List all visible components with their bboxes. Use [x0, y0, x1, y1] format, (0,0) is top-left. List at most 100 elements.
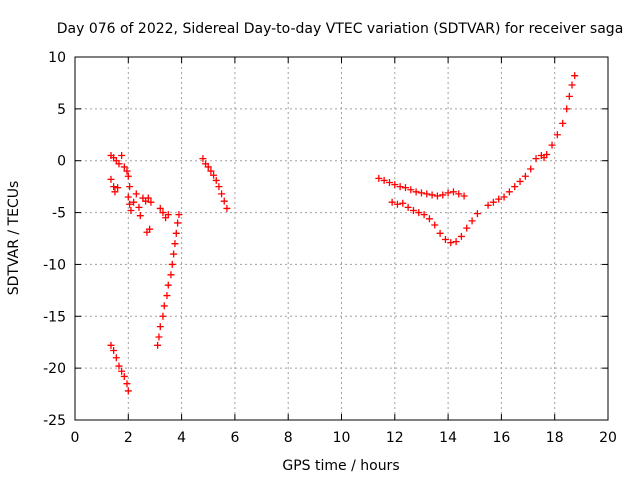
data-point: [120, 163, 128, 171]
data-point: [452, 238, 460, 246]
data-point: [425, 215, 433, 223]
data-point: [114, 184, 122, 192]
data-point: [388, 198, 396, 206]
data-point: [212, 176, 220, 184]
data-point: [126, 183, 134, 191]
x-tick-label: 2: [124, 430, 133, 446]
x-tick-label: 16: [492, 430, 510, 446]
data-point: [391, 181, 399, 189]
data-point: [500, 193, 508, 201]
data-point: [127, 206, 135, 214]
data-point: [168, 260, 176, 268]
tick-layer: 0 2 4 6 8 10 12 14 16 18 20 -25 -20 -15 -10 -5 0 5 10: [43, 50, 617, 446]
data-point: [204, 163, 212, 171]
data-point: [404, 203, 412, 211]
y-tick-label: 0: [57, 154, 66, 170]
x-tick-label: 6: [230, 430, 239, 446]
data-point: [159, 209, 167, 217]
data-point: [146, 225, 154, 233]
data-point: [118, 152, 126, 160]
data-point: [167, 271, 175, 279]
data-point: [124, 387, 132, 395]
data-point: [111, 188, 119, 196]
y-axis-label: SDTVAR / TECUs: [6, 181, 22, 296]
x-tick-label: 8: [284, 430, 293, 446]
data-point: [380, 176, 388, 184]
data-point: [130, 198, 138, 206]
data-point: [447, 239, 455, 247]
data-point: [423, 190, 431, 198]
y-tick-label: -5: [52, 206, 66, 222]
data-point: [548, 141, 556, 149]
y-tick-label: -20: [43, 361, 66, 377]
data-point: [107, 175, 115, 183]
data-point: [110, 347, 118, 355]
data-point: [460, 192, 468, 200]
data-point: [553, 131, 561, 139]
data-point: [527, 165, 535, 173]
data-point: [123, 380, 131, 388]
data-point: [175, 211, 183, 219]
data-point: [431, 221, 439, 229]
data-point: [135, 203, 143, 211]
y-tick-label: -15: [43, 309, 66, 325]
data-point: [124, 193, 132, 201]
data-point: [396, 183, 404, 191]
data-point: [118, 367, 126, 375]
data-point: [172, 229, 180, 237]
data-point: [559, 119, 567, 127]
data-point: [115, 160, 123, 168]
data-point: [428, 191, 436, 199]
data-point: [449, 188, 457, 196]
data-point: [532, 155, 540, 163]
x-tick-label: 20: [599, 430, 617, 446]
data-point: [132, 190, 140, 198]
data-point: [568, 81, 576, 89]
data-point: [164, 281, 172, 289]
data-point: [163, 292, 171, 300]
data-point: [156, 323, 164, 331]
data-point: [207, 167, 215, 175]
data-point: [154, 341, 162, 349]
data-point: [420, 211, 428, 219]
data-point: [375, 174, 383, 182]
data-point: [563, 105, 571, 113]
chart-title: Day 076 of 2022, Sidereal Day-to-day VTE…: [57, 21, 624, 37]
data-point: [385, 178, 393, 186]
data-point: [455, 190, 463, 198]
data-point: [543, 150, 551, 158]
data-point: [399, 199, 407, 207]
data-point: [223, 204, 231, 212]
data-point: [505, 188, 513, 196]
data-point: [415, 209, 423, 217]
data-point: [495, 195, 503, 203]
data-point: [484, 201, 492, 209]
data-point: [393, 200, 401, 208]
data-point: [123, 167, 131, 175]
data-point: [407, 186, 415, 194]
data-point: [144, 194, 152, 202]
data-point: [409, 206, 417, 214]
data-point: [159, 312, 167, 320]
data-point: [521, 172, 529, 180]
data-point: [120, 372, 128, 380]
data-point: [218, 190, 226, 198]
data-point: [457, 232, 465, 240]
data-point: [147, 198, 155, 206]
y-tick-label: 5: [57, 102, 66, 118]
data-point: [511, 183, 519, 191]
data-point: [516, 177, 524, 185]
x-tick-label: 4: [177, 430, 186, 446]
data-point: [110, 183, 118, 191]
data-point: [174, 219, 182, 227]
data-point: [164, 211, 172, 219]
data-point: [565, 92, 573, 100]
data-point: [401, 184, 409, 192]
y-tick-label: -25: [43, 413, 66, 429]
data-point: [489, 198, 497, 206]
x-tick-label: 0: [71, 430, 80, 446]
data-point: [220, 197, 228, 205]
data-point: [444, 189, 452, 197]
data-point: [199, 155, 207, 163]
